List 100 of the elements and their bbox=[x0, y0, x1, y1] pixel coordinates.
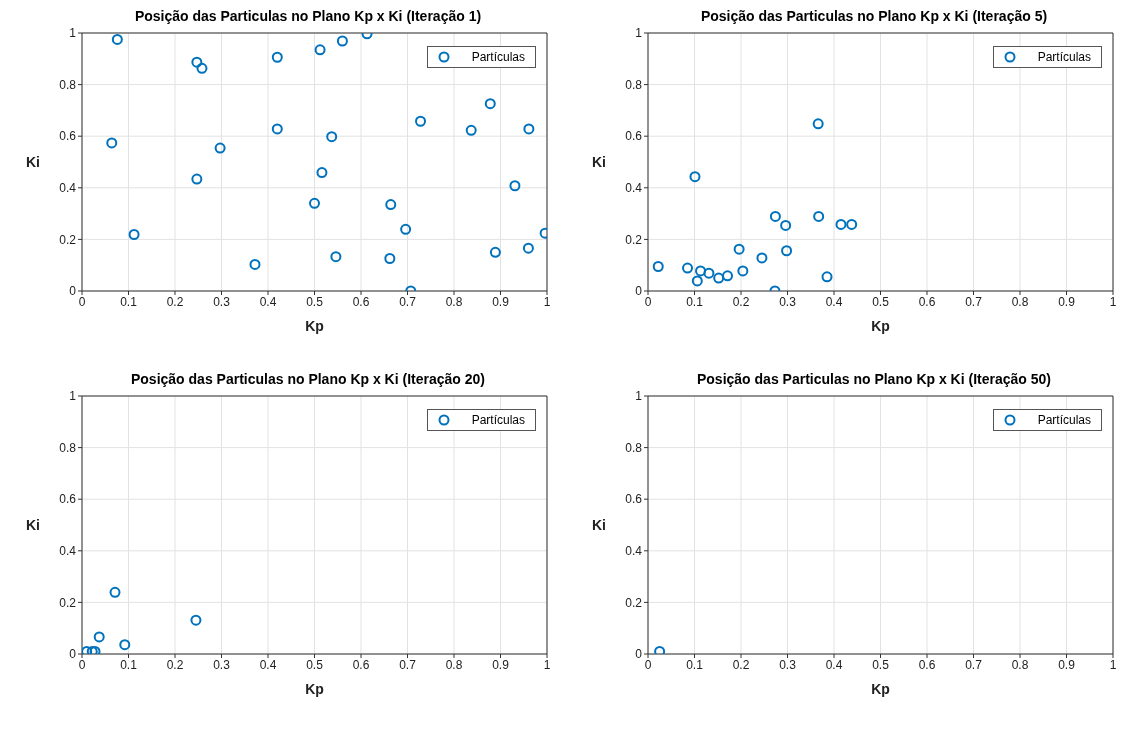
point bbox=[465, 124, 477, 136]
x-tick-label: 0.9 bbox=[1058, 657, 1076, 672]
point bbox=[330, 251, 342, 263]
point bbox=[821, 271, 833, 283]
y-axis-title: Ki bbox=[26, 516, 40, 533]
point bbox=[846, 218, 858, 230]
x-tick-label: 0.3 bbox=[213, 294, 231, 309]
legend-label: Partículas bbox=[471, 50, 525, 64]
point bbox=[400, 223, 412, 235]
y-tick-label: 0.6 bbox=[59, 492, 77, 507]
x-tick-label: 0.2 bbox=[732, 657, 750, 672]
x-tick-label: 0.2 bbox=[732, 294, 750, 309]
point bbox=[756, 252, 768, 264]
x-tick-label: 0.7 bbox=[965, 657, 983, 672]
y-tick-label: 0 bbox=[69, 284, 77, 299]
x-tick-label: 1 bbox=[543, 657, 551, 672]
x-tick-label: 0.6 bbox=[918, 294, 936, 309]
x-tick-label: 0.9 bbox=[1058, 294, 1076, 309]
point bbox=[703, 267, 715, 279]
x-axis-title: Kp bbox=[305, 318, 324, 334]
point bbox=[489, 246, 501, 258]
y-tick-label: 0.8 bbox=[59, 440, 77, 455]
point bbox=[106, 137, 118, 149]
point bbox=[249, 258, 261, 270]
x-tick-label: 1 bbox=[543, 294, 551, 309]
y-tick-label: 0.2 bbox=[59, 232, 77, 247]
x-tick-label: 0.5 bbox=[872, 294, 890, 309]
y-tick-label: 0.6 bbox=[59, 129, 77, 144]
point bbox=[652, 260, 664, 272]
point bbox=[191, 173, 203, 185]
y-tick-label: 1 bbox=[69, 26, 77, 41]
x-tick-label: 0.7 bbox=[399, 657, 417, 672]
point bbox=[835, 218, 847, 230]
point bbox=[781, 245, 793, 257]
x-tick-label: 0.1 bbox=[686, 294, 704, 309]
point bbox=[190, 614, 202, 626]
point bbox=[713, 272, 725, 284]
y-tick-label: 1 bbox=[69, 389, 77, 404]
x-tick-label: 0.7 bbox=[965, 294, 983, 309]
point bbox=[191, 56, 203, 68]
y-tick-label: 1 bbox=[635, 26, 643, 41]
legend-label: Partículas bbox=[471, 413, 525, 427]
point bbox=[780, 219, 792, 231]
x-tick-label: 0.8 bbox=[1011, 657, 1029, 672]
x-tick-label: 0.2 bbox=[166, 294, 184, 309]
y-tick-label: 0.4 bbox=[625, 181, 643, 196]
point bbox=[314, 44, 326, 56]
point bbox=[89, 645, 101, 654]
y-tick-label: 0.4 bbox=[59, 181, 77, 196]
y-tick-label: 1 bbox=[635, 389, 643, 404]
x-tick-label: 0.8 bbox=[1011, 294, 1029, 309]
y-tick-label: 0.4 bbox=[59, 544, 77, 559]
point bbox=[509, 180, 521, 192]
y-tick-label: 0 bbox=[635, 647, 643, 662]
point bbox=[336, 35, 348, 47]
y-tick-label: 0 bbox=[635, 284, 643, 299]
chart-title: Posição das Particulas no Plano Kp x Ki (Iteração 50) bbox=[696, 371, 1052, 389]
point bbox=[111, 33, 123, 45]
y-tick-label: 0.8 bbox=[59, 77, 77, 92]
x-tick-label: 0.8 bbox=[445, 657, 463, 672]
point bbox=[309, 197, 320, 209]
point bbox=[695, 265, 707, 277]
x-tick-label: 0.6 bbox=[352, 657, 370, 672]
point bbox=[214, 142, 226, 154]
x-tick-label: 0.1 bbox=[120, 657, 138, 672]
y-axis-title: Ki bbox=[26, 153, 40, 170]
y-tick-label: 0.2 bbox=[625, 232, 643, 247]
point bbox=[385, 199, 397, 211]
x-tick-label: 0.6 bbox=[352, 294, 370, 309]
chart-title: Posição das Particulas no Plano Kp x Ki (Iteração 1) bbox=[133, 8, 483, 26]
x-tick-label: 0.4 bbox=[825, 294, 843, 309]
y-tick-label: 0.6 bbox=[625, 129, 643, 144]
chart-title: Posição das Particulas no Plano Kp x Ki (Iteração 5) bbox=[699, 8, 1049, 26]
point bbox=[93, 631, 105, 643]
x-tick-label: 0.1 bbox=[120, 294, 138, 309]
point bbox=[86, 645, 98, 654]
point bbox=[813, 210, 825, 222]
y-tick-label: 0 bbox=[69, 647, 77, 662]
x-tick-label: 0.3 bbox=[779, 294, 797, 309]
point bbox=[484, 98, 496, 110]
point bbox=[128, 229, 140, 240]
x-tick-label: 0.8 bbox=[445, 294, 463, 309]
x-tick-label: 0.5 bbox=[306, 657, 324, 672]
point bbox=[316, 167, 328, 179]
y-axis-title: Ki bbox=[592, 153, 606, 170]
x-axis-title: Kp bbox=[871, 318, 890, 334]
point bbox=[722, 270, 734, 282]
point bbox=[271, 123, 283, 135]
x-tick-label: 0.3 bbox=[779, 657, 797, 672]
point bbox=[737, 265, 749, 277]
point bbox=[119, 639, 131, 651]
x-tick-label: 0.4 bbox=[259, 657, 277, 672]
point bbox=[384, 252, 396, 264]
y-tick-label: 0.4 bbox=[625, 544, 643, 559]
y-tick-label: 0.8 bbox=[625, 440, 643, 455]
legend-label: Partículas bbox=[1037, 413, 1091, 427]
point bbox=[522, 242, 534, 254]
x-tick-label: 1 bbox=[1109, 294, 1117, 309]
x-tick-label: 0.3 bbox=[213, 657, 231, 672]
point bbox=[271, 51, 283, 63]
